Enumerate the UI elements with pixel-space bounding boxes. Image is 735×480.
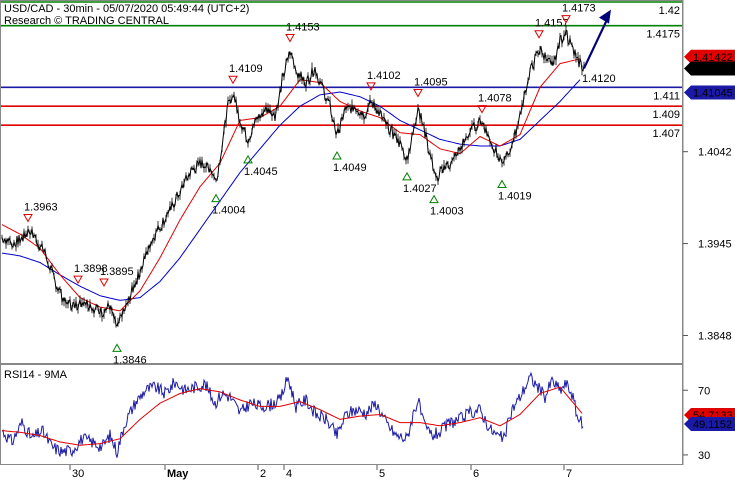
swing-high-label: 1.3895 <box>100 266 134 278</box>
rsi-panel-frame <box>0 364 683 465</box>
swing-high-marker <box>228 75 238 85</box>
price-badge-label: 1.41422 <box>693 52 733 64</box>
swing-low-label: 1.4003 <box>430 206 464 218</box>
swing-high-label: 1.4173 <box>562 3 596 15</box>
x-tick-label: May <box>167 468 189 480</box>
y-tick-label: 1.3848 <box>698 330 732 342</box>
chart-title: USD/CAD - 30min - 05/07/2020 05:49:44 (U… <box>4 3 249 15</box>
price-badge <box>684 85 735 100</box>
rsi-badge-label: 49.1152 <box>693 419 732 431</box>
swing-high-marker <box>99 278 109 287</box>
rsi-line <box>1 371 584 458</box>
level-label: 1.42 <box>659 5 680 17</box>
swing-low-label: 1.4027 <box>403 183 437 195</box>
price-badge <box>684 49 735 64</box>
swing-high-marker <box>285 34 295 43</box>
price-line <box>1 29 585 327</box>
level-label: 1.4175 <box>646 29 680 41</box>
swing-low-marker <box>429 194 439 204</box>
swing-high-marker <box>366 82 376 91</box>
forecast-arrow-head <box>599 9 611 24</box>
swing-low-marker <box>497 179 507 188</box>
swing-high-marker <box>477 105 487 114</box>
ma-value-label: 1.4120 <box>582 73 616 85</box>
swing-low-label: 1.3846 <box>113 354 147 366</box>
rsi-badge <box>684 417 735 432</box>
swing-high-label: 1.4078 <box>478 93 512 105</box>
swing-high-marker <box>23 214 33 223</box>
swing-high-label: 1.4157 <box>535 18 569 30</box>
rsi-ma-line <box>1 386 583 446</box>
swing-high-marker <box>534 30 544 39</box>
level-label: 1.411 <box>653 90 680 102</box>
x-tick-label: 2 <box>260 468 266 480</box>
swing-low-marker <box>332 151 342 160</box>
swing-high-marker <box>561 15 571 24</box>
y-tick-label: 1.4042 <box>698 147 732 159</box>
price-badge <box>684 61 735 76</box>
swing-low-marker <box>243 154 253 164</box>
swing-low-label: 1.4019 <box>498 190 532 202</box>
swing-high-label: 1.3963 <box>24 202 58 214</box>
swing-high-marker <box>413 88 423 98</box>
level-label: 1.409 <box>652 109 680 121</box>
swing-low-marker <box>112 343 122 352</box>
rsi-y-tick-label: 30 <box>698 450 710 462</box>
swing-high-label: 1.3898 <box>74 263 108 275</box>
swing-high-marker <box>73 275 83 285</box>
swing-high-label: 1.4102 <box>367 70 401 82</box>
x-tick-label: 6 <box>473 468 479 480</box>
y-tick-label: 1.3945 <box>698 239 732 251</box>
rsi-title: RSI14 - 9MA <box>4 369 68 381</box>
swing-low-marker <box>211 193 221 203</box>
x-tick-label: 4 <box>286 468 292 480</box>
slow-ma-line <box>1 79 581 301</box>
price-badge-label: 1.41298 <box>693 64 733 76</box>
forecast-arrow-shaft <box>583 17 609 69</box>
swing-high-label: 1.4109 <box>229 63 263 75</box>
x-tick-label: 5 <box>379 468 385 480</box>
level-label: 1.407 <box>652 128 680 140</box>
swing-high-label: 1.4095 <box>414 76 448 88</box>
swing-low-label: 1.4045 <box>244 166 278 178</box>
rsi-y-tick-label: 70 <box>698 385 710 397</box>
swing-low-marker <box>402 171 412 181</box>
swing-low-label: 1.4004 <box>212 205 246 217</box>
swing-low-label: 1.4049 <box>333 162 367 174</box>
x-tick-label: 30 <box>72 468 84 480</box>
x-tick-label: 7 <box>566 468 572 480</box>
chart-subtitle: Research © TRADING CENTRAL <box>4 15 169 27</box>
swing-high-label: 1.4153 <box>286 22 320 34</box>
price-badge-label: 1.41045 <box>693 87 733 99</box>
